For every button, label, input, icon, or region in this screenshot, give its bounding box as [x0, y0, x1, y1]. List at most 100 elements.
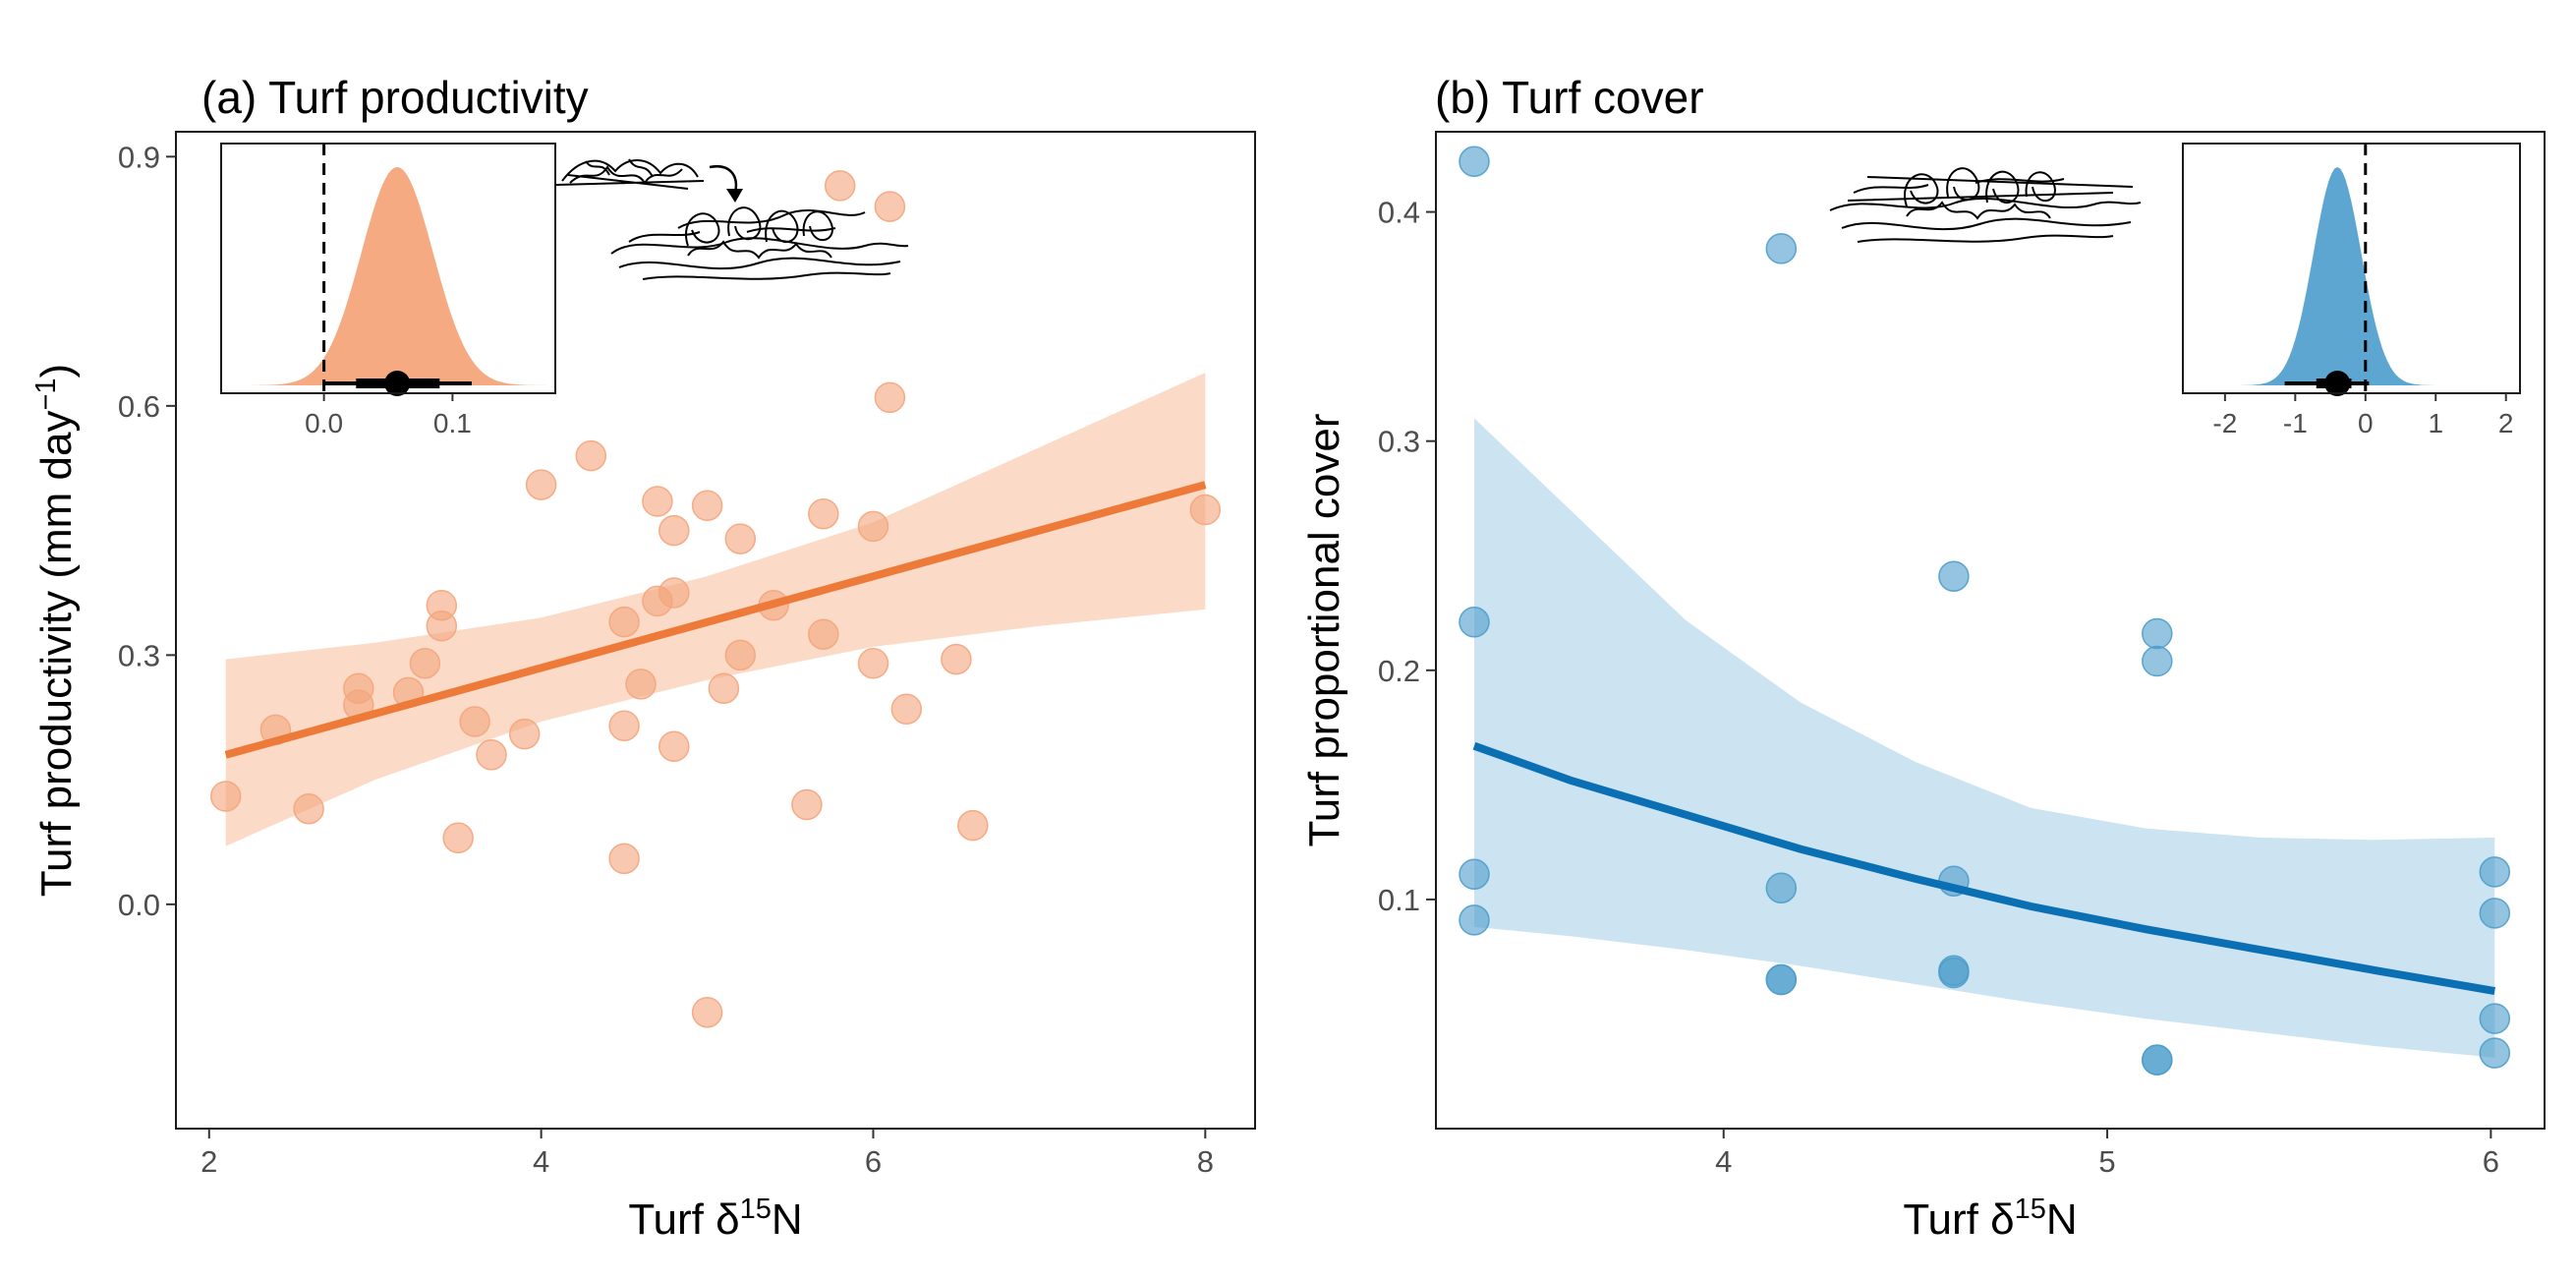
panel-a-x-tick-label: 8 [1197, 1144, 1214, 1179]
panel-b-fit [1472, 741, 2495, 996]
panel-b-y-tick-label: 0.3 [1378, 425, 1420, 459]
panel-b-confidence-band [1474, 418, 2495, 1058]
panel-a-data-point [459, 706, 490, 737]
panel-a-y-axis: 0.0 0.3 0.6 0.9 [118, 140, 176, 922]
panel-b-y-tick-label: 0.4 [1378, 196, 1420, 230]
panel-a-data-point [658, 730, 690, 763]
panel-b-data-point [2142, 1044, 2173, 1076]
panel-a-data-point [409, 648, 441, 679]
panel-a-data-point [957, 809, 989, 842]
panel-b-inset: -2 -1 0 1 2 [2182, 143, 2521, 438]
panel-a-y-tick-label: 0.3 [118, 638, 160, 672]
panel-a-inset-x-tick-label: 0.0 [305, 408, 343, 438]
panel-b-data-point [2479, 898, 2511, 929]
panel-a-data-point [442, 822, 474, 854]
panel-a-data-point [724, 639, 757, 671]
panel-a-data-point [625, 669, 657, 700]
panel-a-data-point [642, 486, 673, 517]
panel-a-posterior-density [221, 167, 555, 385]
panel-b-data-point [1938, 560, 1970, 592]
panel-a-data-point [608, 843, 640, 875]
panel-a-data-point [691, 490, 723, 522]
panel-a-x-tick-label: 6 [865, 1144, 882, 1179]
panel-a-inset-x-tick-label: 0.1 [433, 408, 472, 438]
panel-b-inset-x-tick-label: 2 [2498, 408, 2514, 438]
panel-a-data-point [426, 611, 458, 642]
panel-a-data-point [508, 718, 541, 750]
panel-b-turf-cover: (b) Turf cover 4 5 6 0.1 0.2 0.3 0.4 Turf δ15… [1300, 72, 2546, 1244]
panel-b-inset-x-tick-label: 0 [2358, 408, 2374, 438]
panel-b-inset-x-tick-label: -1 [2283, 408, 2308, 438]
panel-a-y-tick-label: 0.9 [118, 140, 160, 174]
panel-a-x-axis: 2 4 6 8 [200, 1129, 1214, 1179]
panel-b-x-tick-label: 5 [2098, 1144, 2115, 1179]
panel-b-data-point [2479, 856, 2511, 888]
panel-a-title: (a) Turf productivity [201, 72, 589, 123]
panel-a-data-point [1189, 494, 1222, 526]
panel-b-data-point [1459, 146, 1490, 178]
panel-a-data-point [874, 381, 906, 414]
panel-a-inset-x-axis: 0.0 0.1 [305, 393, 472, 438]
panel-b-inset-frame [2182, 143, 2521, 394]
panel-a-y-tick-label: 0.6 [118, 389, 160, 424]
panel-a-data-point [525, 469, 557, 500]
panel-b-data-point [1765, 233, 1798, 264]
panel-b-data-point [1765, 872, 1798, 903]
panel-b-title: (b) Turf cover [1435, 72, 1704, 123]
panel-a-data-point [808, 497, 839, 530]
panel-b-data-point [1459, 858, 1490, 891]
panel-b-ribbon [1474, 418, 2495, 1058]
panel-a-data-point [890, 693, 923, 726]
panel-b-fit-line [1472, 741, 2495, 996]
panel-b-x-axis: 4 5 6 [1715, 1129, 2499, 1179]
panel-a-data-point [724, 523, 757, 554]
panel-b-inset-x-axis: -2 -1 0 1 2 [2212, 393, 2513, 438]
panel-b-data-point [2479, 1037, 2511, 1069]
panel-b-x-tick-label: 4 [1715, 1144, 1732, 1179]
panel-a-x-tick-label: 2 [200, 1144, 217, 1179]
panel-b-inset-x-tick-label: -2 [2212, 408, 2237, 438]
panel-a-data-point [293, 792, 324, 825]
panel-b-x-tick-label: 6 [2483, 1144, 2499, 1179]
panel-a-y-tick-label: 0.0 [118, 888, 160, 922]
growth-arrow-icon [709, 164, 743, 203]
panel-a-data-point [808, 618, 839, 650]
panel-b-data-point [2142, 645, 2173, 677]
panel-b-posterior-density [2183, 167, 2520, 385]
panel-a-data-point [708, 672, 740, 704]
panel-b-plot-frame [1435, 131, 2546, 1130]
panel-a-y-axis-title: Turf productivity (mm day−1) [30, 364, 81, 897]
panel-b-x-axis-title: Turf δ15N [1903, 1194, 2077, 1244]
turf-sketch-large-illustration [610, 206, 909, 280]
panel-a-fit-line [224, 481, 1207, 759]
panel-a-data-point [658, 577, 690, 609]
turf-sketch-illustration [1829, 167, 2142, 243]
panel-b-data-point [1765, 963, 1798, 996]
panel-a-data-point [476, 739, 507, 771]
panel-b-inset-x-tick-label: 1 [2428, 408, 2443, 438]
panel-b-y-tick-label: 0.1 [1378, 883, 1420, 917]
panel-a-data-point [608, 710, 640, 741]
panel-a-data-point [824, 170, 856, 202]
turf-sketch-small-illustration [555, 158, 705, 190]
panel-a-inset-frame [220, 143, 556, 394]
panel-a-data-point [857, 648, 889, 679]
panel-a-x-axis-title: Turf δ15N [628, 1194, 802, 1244]
panel-b-inset-content [2183, 144, 2520, 396]
panel-a-plot-frame [175, 131, 1256, 1130]
panel-b-point-estimate [2324, 371, 2351, 396]
panel-a-data-point [658, 514, 690, 547]
panel-a-x-tick-label: 4 [533, 1144, 549, 1179]
panel-a-data-point [209, 781, 242, 812]
panel-b-data-point [1459, 607, 1490, 638]
panel-b-data-point [2479, 1003, 2511, 1034]
panel-b-data-point [1459, 904, 1490, 936]
panel-b-y-axis-title: Turf proportional cover [1300, 413, 1348, 846]
panel-a-inset: 0.0 0.1 [220, 143, 556, 438]
panel-a-data-point [874, 191, 906, 222]
panel-a-data-point [941, 643, 972, 675]
panel-a-data-point [608, 606, 640, 638]
panel-a-inset-content [221, 144, 555, 396]
